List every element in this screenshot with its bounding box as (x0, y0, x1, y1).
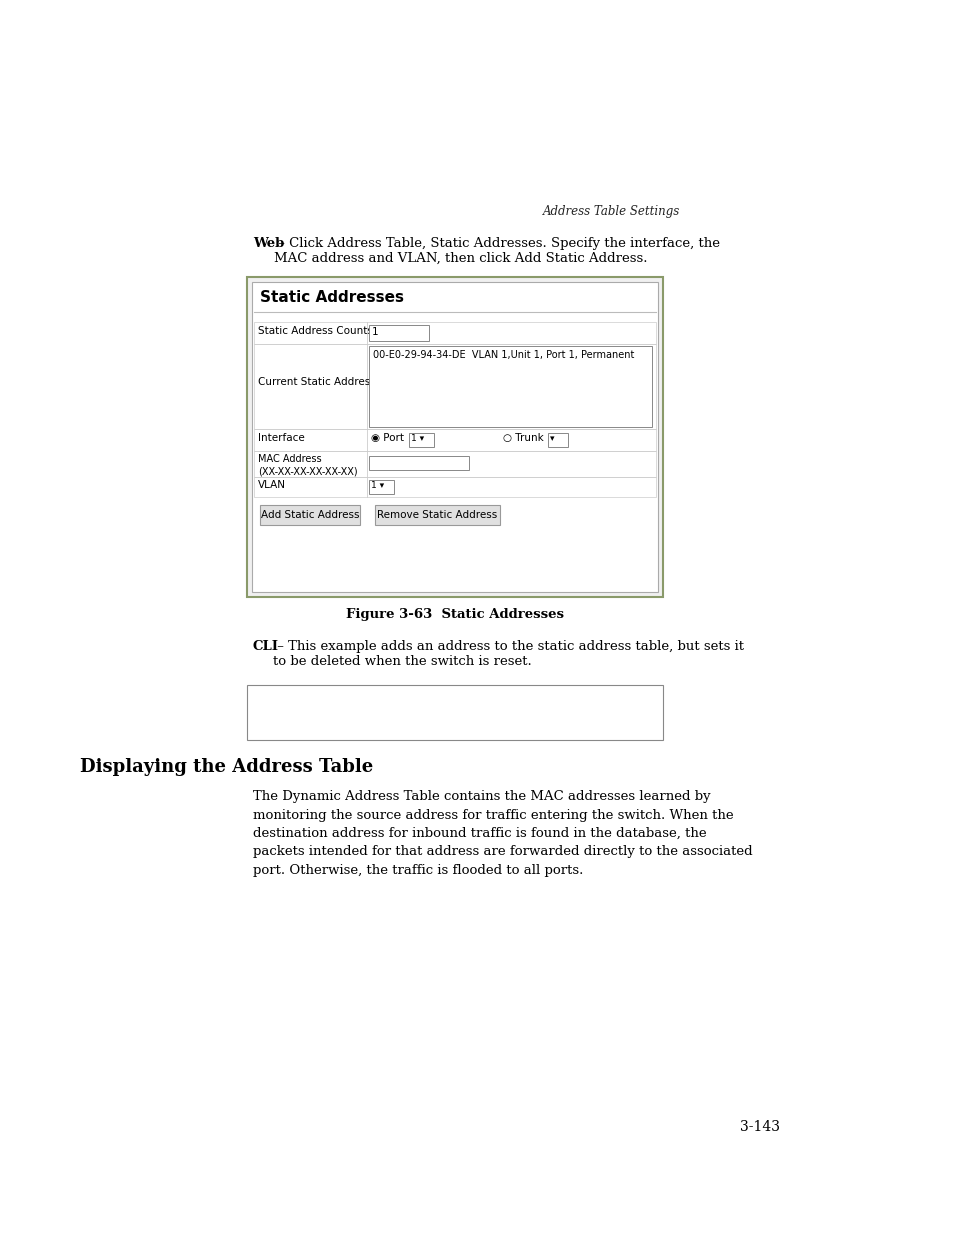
Text: Displaying the Address Table: Displaying the Address Table (80, 758, 373, 776)
Text: Add Static Address: Add Static Address (260, 510, 359, 520)
Text: Static Addresses: Static Addresses (260, 290, 403, 305)
Text: 1 ▾: 1 ▾ (411, 433, 424, 443)
Text: Remove Static Address: Remove Static Address (377, 510, 497, 520)
Bar (369, 456, 469, 471)
Bar (247, 277, 662, 597)
Bar (369, 480, 394, 494)
Bar (375, 505, 499, 525)
Bar (253, 477, 656, 496)
Text: Address Table Settings: Address Table Settings (542, 205, 679, 219)
Text: – Click Address Table, Static Addresses. Specify the interface, the
MAC address : – Click Address Table, Static Addresses.… (274, 237, 720, 266)
Bar (548, 433, 568, 447)
Text: – This example adds an address to the static address table, but sets it
to be de: – This example adds an address to the st… (273, 640, 743, 668)
Text: CLI: CLI (253, 640, 278, 653)
Bar (409, 433, 434, 447)
Bar (252, 282, 658, 592)
Bar (260, 505, 359, 525)
Bar (253, 429, 656, 451)
Text: 3-143: 3-143 (740, 1120, 780, 1134)
Bar (247, 685, 662, 740)
Text: 1: 1 (372, 327, 378, 337)
Bar (253, 322, 656, 345)
Text: Static Address Counts: Static Address Counts (257, 326, 373, 336)
Text: 00-E0-29-94-34-DE  VLAN 1,Unit 1, Port 1, Permanent: 00-E0-29-94-34-DE VLAN 1,Unit 1, Port 1,… (373, 350, 634, 359)
Bar (253, 345, 656, 429)
Text: VLAN: VLAN (257, 480, 286, 490)
Text: 1 ▾: 1 ▾ (371, 480, 384, 490)
Text: Current Static Address Table: Current Static Address Table (257, 377, 405, 387)
Bar (369, 325, 429, 341)
Text: ◉ Port: ◉ Port (371, 433, 403, 443)
Bar (369, 346, 651, 427)
Text: The Dynamic Address Table contains the MAC addresses learned by
monitoring the s: The Dynamic Address Table contains the M… (253, 790, 752, 877)
Text: ○ Trunk: ○ Trunk (503, 433, 543, 443)
Text: Web: Web (253, 237, 284, 249)
Bar (253, 451, 656, 477)
Text: Interface: Interface (257, 433, 304, 443)
Text: Figure 3-63  Static Addresses: Figure 3-63 Static Addresses (346, 608, 563, 621)
Text: ▾: ▾ (550, 433, 554, 443)
Text: MAC Address
(XX-XX-XX-XX-XX-XX): MAC Address (XX-XX-XX-XX-XX-XX) (257, 454, 357, 477)
